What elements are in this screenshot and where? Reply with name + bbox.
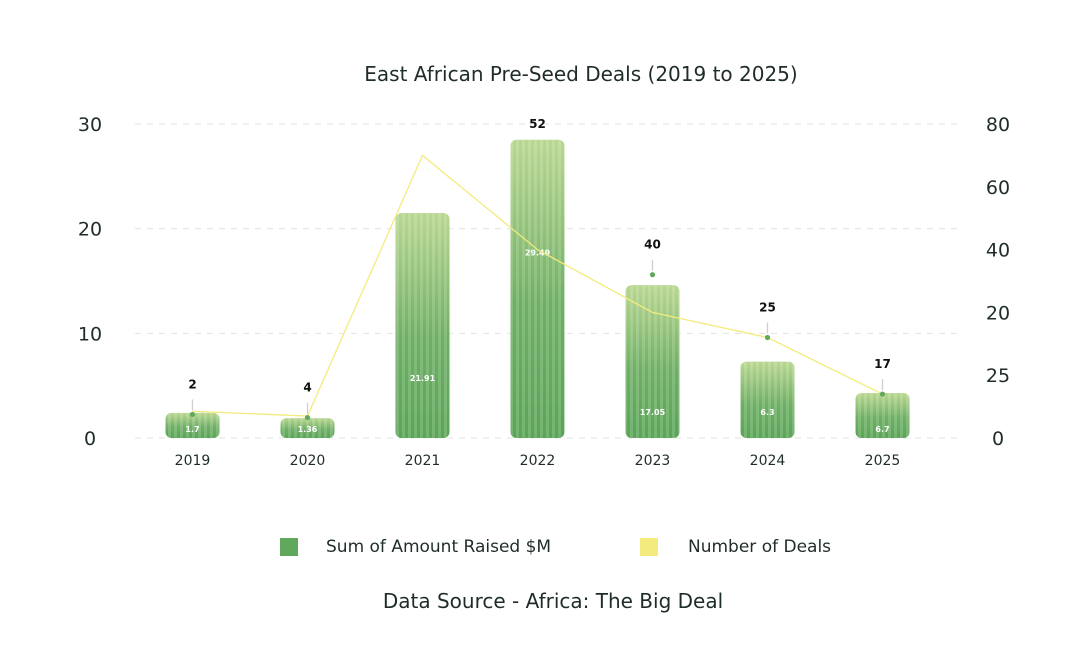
right-axis-tick: 80 [986, 114, 1010, 136]
legend-label-amount: Sum of Amount Raised $M [326, 537, 551, 557]
deal-marker [764, 334, 771, 341]
x-axis-tick: 2022 [520, 453, 556, 469]
deal-count-label: 40 [644, 238, 661, 252]
data-source: Data Source - Africa: The Big Deal [383, 589, 723, 613]
right-axis-tick: 25 [986, 365, 1010, 387]
deal-marker [304, 414, 311, 421]
deal-count-label: 17 [874, 357, 891, 371]
bar-value-label: 6.7 [875, 425, 889, 434]
left-axis-tick: 20 [78, 219, 102, 241]
legend: Sum of Amount Raised $M Number of Deals [280, 537, 831, 557]
legend-swatch-amount [280, 538, 298, 556]
deal-count-label: 4 [303, 381, 311, 395]
right-axis-tick: 20 [986, 302, 1010, 324]
bar-value-label: 6.3 [760, 408, 774, 417]
right-axis: 0 25 20 40 60 80 [986, 114, 1010, 450]
deals-line-series: 2 4 52 40 25 17 [188, 117, 891, 421]
x-axis-tick: 2020 [290, 453, 326, 469]
x-axis-tick: 2023 [635, 453, 671, 469]
bar-texture [165, 412, 220, 438]
left-axis: 0 10 20 30 [78, 114, 102, 450]
deal-count-label: 25 [759, 301, 776, 315]
x-axis-tick: 2019 [175, 453, 211, 469]
bar-value-label: 1.7 [185, 425, 199, 434]
bar-texture [395, 212, 450, 438]
right-axis-tick: 0 [992, 428, 1004, 450]
bar-texture [625, 285, 680, 438]
bar-texture [740, 361, 795, 438]
left-axis-tick: 0 [84, 428, 96, 450]
bar-series: 1.7 1.36 21.91 29.49 17.05 6.3 6.7 [165, 139, 910, 438]
x-axis-tick: 2021 [405, 453, 441, 469]
left-axis-tick: 10 [78, 323, 102, 345]
right-axis-tick: 60 [986, 177, 1010, 199]
chart-title: East African Pre-Seed Deals (2019 to 202… [364, 62, 797, 86]
left-axis-tick: 30 [78, 114, 102, 136]
bar-value-label: 29.49 [525, 249, 551, 258]
deal-count-label: 52 [529, 117, 546, 131]
x-axis-tick: 2024 [750, 453, 786, 469]
bar-value-label: 1.36 [298, 425, 318, 434]
legend-label-deals: Number of Deals [688, 537, 831, 557]
x-axis: 2019 2020 2021 2022 2023 2024 2025 [175, 453, 901, 469]
bar-texture [280, 418, 335, 438]
right-axis-tick: 40 [986, 240, 1010, 262]
deal-count-label: 2 [188, 377, 196, 391]
bar-value-label: 21.91 [410, 374, 436, 383]
deal-marker [879, 391, 886, 397]
legend-swatch-deals [640, 538, 658, 556]
x-axis-tick: 2025 [865, 453, 901, 469]
bar-texture [510, 139, 565, 438]
deal-marker [189, 411, 196, 418]
bar-value-label: 17.05 [640, 408, 666, 417]
bar-texture [855, 392, 910, 438]
deal-marker [649, 272, 656, 278]
